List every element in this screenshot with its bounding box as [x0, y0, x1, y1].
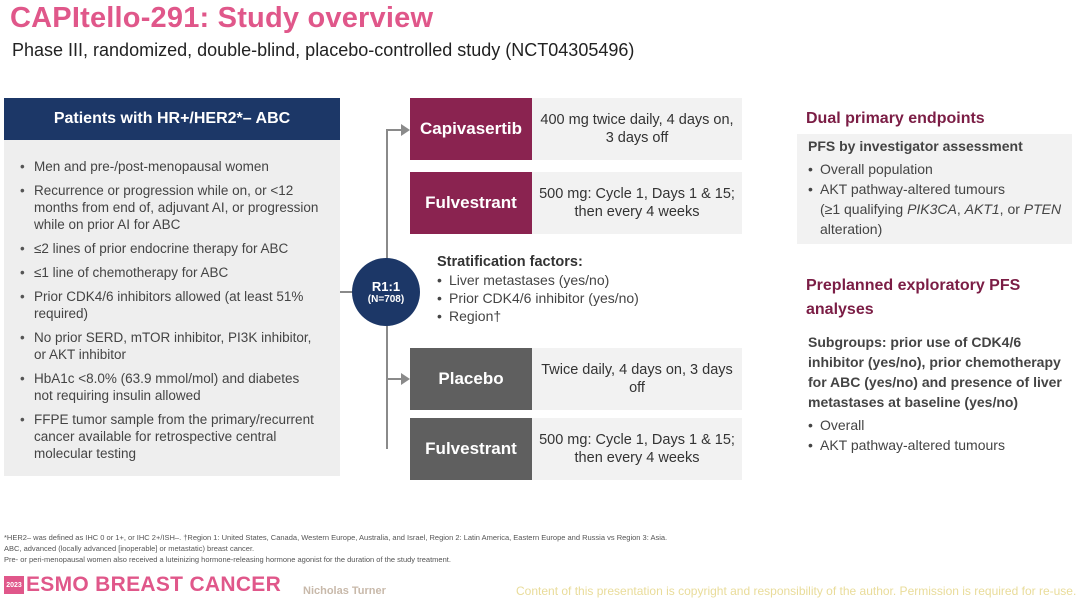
list-item: Region† [437, 307, 697, 325]
list-item: Overall [808, 415, 1070, 435]
footnote-line: ABC, advanced (locally advanced [inopera… [4, 544, 255, 553]
list-item: ≤2 lines of prior endocrine therapy for … [20, 240, 320, 257]
arm-capivasertib-dose: 400 mg twice daily, 4 days on, 3 days of… [532, 98, 742, 160]
randomization-circle: R1:1 (N=708) [352, 258, 420, 326]
endpoints-title: Dual primary endpoints [806, 110, 985, 127]
endpoints-note-suffix: alteration) [820, 221, 883, 237]
eligibility-list: Men and pre-/post-menopausal women Recur… [20, 158, 320, 469]
arrow-head [401, 124, 410, 136]
copyright-notice: Content of this presentation is copyrigh… [516, 584, 1077, 598]
note-separator: , [956, 201, 965, 217]
connector-arm-3 [386, 378, 402, 380]
gene-akt1: AKT1 [964, 201, 1000, 217]
note-separator: , or [999, 201, 1024, 217]
footnote-line: Pre- or peri-menopausal women also recei… [4, 555, 451, 564]
stratification-title: Stratification factors: [437, 254, 583, 270]
endpoints-note: (≥1 qualifying PIK3CA, AKT1, or PTEN [808, 199, 1070, 219]
randomization-n: (N=708) [367, 293, 405, 305]
slide-title: CAPItello-291: Study overview [10, 2, 434, 34]
list-item: ≤1 line of chemotherapy for ABC [20, 264, 320, 281]
list-item: Recurrence or progression while on, or <… [20, 182, 320, 233]
footnotes: *HER2– was defined as IHC 0 or 1+, or IH… [4, 532, 1074, 565]
congress-name: ESMO BREAST CANCER [26, 573, 282, 596]
note-prefix: (≥1 qualifying [820, 201, 908, 217]
randomization-ratio: R1:1 [371, 278, 401, 294]
exploratory-list: Overall AKT pathway-altered tumours [808, 415, 1070, 455]
list-item: No prior SERD, mTOR inhibitor, PI3K inhi… [20, 329, 320, 363]
list-item: AKT pathway-altered tumours [808, 179, 1070, 199]
list-item: HbA1c <8.0% (63.9 mmol/mol) and diabetes… [20, 370, 320, 404]
exploratory-title: Preplanned exploratory PFS analyses [806, 277, 1021, 318]
arm-placebo: Placebo [410, 348, 532, 410]
arm-fulvestrant-control: Fulvestrant [410, 418, 532, 480]
list-item: FFPE tumor sample from the primary/recur… [20, 411, 320, 462]
arm-fulvestrant-active: Fulvestrant [410, 172, 532, 234]
exploratory-subgroups: Subgroups: prior use of CDK4/6 inhibitor… [808, 334, 1062, 410]
year-badge: 2023 [4, 576, 24, 594]
footnote-line: *HER2– was defined as IHC 0 or 1+, or IH… [4, 533, 668, 542]
arm-capivasertib: Capivasertib [410, 98, 532, 160]
gene-pten: PTEN [1023, 201, 1062, 217]
slide-subtitle: Phase III, randomized, double-blind, pla… [12, 40, 635, 60]
connector-horizontal [340, 291, 354, 293]
list-item: AKT pathway-altered tumours [808, 435, 1070, 455]
endpoints-list: Overall population AKT pathway-altered t… [808, 159, 1070, 239]
patients-header: Patients with HR+/HER2*– ABC [4, 98, 340, 140]
list-item: Overall population [808, 159, 1070, 179]
arm-fulvestrant-active-dose: 500 mg: Cycle 1, Days 1 & 15; then every… [532, 172, 742, 234]
congress-logo: 2023 ESMO BREAST CANCER [4, 573, 281, 597]
gene-pik3ca: PIK3CA [907, 201, 957, 217]
arrow-head [401, 373, 410, 385]
stratification-factors: Stratification factors: Liver metastases… [437, 254, 697, 325]
presenter-name: Nicholas Turner [303, 585, 386, 597]
endpoints-subtitle: PFS by investigator assessment [808, 138, 1023, 154]
arm-fulvestrant-control-dose: 500 mg: Cycle 1, Days 1 & 15; then every… [532, 418, 742, 480]
arm-placebo-dose: Twice daily, 4 days on, 3 days off [532, 348, 742, 410]
list-item: Prior CDK4/6 inhibitors allowed (at leas… [20, 288, 320, 322]
list-item: Liver metastases (yes/no) [437, 271, 697, 289]
list-item: Men and pre-/post-menopausal women [20, 158, 320, 175]
list-item: Prior CDK4/6 inhibitor (yes/no) [437, 289, 697, 307]
connector-arm-1 [386, 129, 402, 131]
